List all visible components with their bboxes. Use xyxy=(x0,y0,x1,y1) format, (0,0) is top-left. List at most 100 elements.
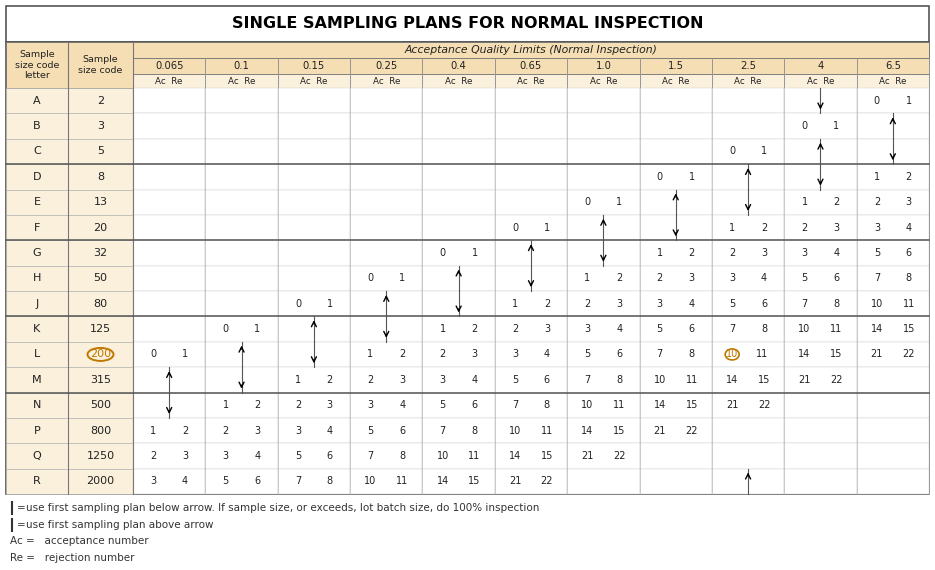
Text: 8: 8 xyxy=(761,324,767,334)
Text: 0: 0 xyxy=(729,146,735,156)
Text: 8: 8 xyxy=(833,299,840,309)
Bar xyxy=(856,240,929,266)
Bar xyxy=(278,88,350,113)
Bar xyxy=(6,418,68,443)
Text: 3: 3 xyxy=(761,248,767,258)
Text: 2: 2 xyxy=(151,451,156,461)
Bar xyxy=(350,393,423,418)
Text: 0: 0 xyxy=(295,299,301,309)
Text: 14: 14 xyxy=(582,426,594,435)
Bar xyxy=(133,139,206,164)
Bar xyxy=(206,164,278,189)
Text: 7: 7 xyxy=(367,451,373,461)
Bar xyxy=(495,139,568,164)
Bar xyxy=(568,88,640,113)
Text: 2: 2 xyxy=(471,324,478,334)
Bar xyxy=(206,316,278,342)
Text: 6: 6 xyxy=(471,400,478,410)
Bar xyxy=(278,215,350,240)
Text: 2: 2 xyxy=(833,197,840,207)
Bar xyxy=(278,418,350,443)
Bar xyxy=(568,291,640,316)
Bar xyxy=(784,88,856,113)
Bar xyxy=(6,367,68,393)
Bar xyxy=(568,469,640,494)
Text: 5: 5 xyxy=(439,400,446,410)
Text: 6: 6 xyxy=(833,273,840,283)
Bar xyxy=(784,113,856,139)
Text: 0: 0 xyxy=(151,349,156,360)
Bar xyxy=(495,291,568,316)
Bar xyxy=(856,88,929,113)
Text: 3: 3 xyxy=(801,248,808,258)
Bar xyxy=(640,342,712,367)
Bar xyxy=(68,164,133,189)
Bar xyxy=(640,393,712,418)
Bar xyxy=(6,291,68,316)
Bar xyxy=(206,215,278,240)
Text: 6: 6 xyxy=(906,248,912,258)
Text: 15: 15 xyxy=(685,400,698,410)
Text: 0.065: 0.065 xyxy=(155,61,183,71)
Text: 5: 5 xyxy=(97,146,104,156)
Bar xyxy=(133,215,206,240)
Bar xyxy=(568,139,640,164)
Bar xyxy=(856,469,929,494)
Text: 6: 6 xyxy=(399,426,405,435)
Bar xyxy=(68,113,133,139)
Text: Ac  Re: Ac Re xyxy=(517,76,545,86)
Text: 2: 2 xyxy=(326,375,333,385)
Text: Ac =   acceptance number: Ac = acceptance number xyxy=(10,536,149,546)
Text: 21: 21 xyxy=(870,349,883,360)
Bar xyxy=(350,113,423,139)
Text: 10: 10 xyxy=(726,349,739,360)
Text: 3: 3 xyxy=(399,375,405,385)
Text: 11: 11 xyxy=(396,477,409,486)
Bar xyxy=(640,215,712,240)
Text: 0: 0 xyxy=(367,273,373,283)
Text: 11: 11 xyxy=(830,324,842,334)
Bar xyxy=(784,316,856,342)
Text: =: = xyxy=(17,520,26,530)
Text: 14: 14 xyxy=(509,451,521,461)
Bar xyxy=(784,342,856,367)
Bar xyxy=(784,443,856,469)
Text: 3: 3 xyxy=(223,451,229,461)
Text: 22: 22 xyxy=(757,400,770,410)
Bar xyxy=(495,113,568,139)
Bar xyxy=(133,164,206,189)
Text: 1: 1 xyxy=(833,121,840,131)
Text: 2: 2 xyxy=(906,172,912,182)
Bar xyxy=(495,88,568,113)
Text: use first sampling plan below arrow. If sample size, or exceeds, lot batch size,: use first sampling plan below arrow. If … xyxy=(26,503,539,513)
Bar xyxy=(133,88,206,113)
Text: 0: 0 xyxy=(656,172,663,182)
Bar xyxy=(495,74,568,88)
Text: 500: 500 xyxy=(90,400,111,410)
Text: 8: 8 xyxy=(471,426,478,435)
Bar xyxy=(133,443,206,469)
Text: 22: 22 xyxy=(902,349,915,360)
Bar xyxy=(495,58,568,74)
Bar xyxy=(856,113,929,139)
Text: 4: 4 xyxy=(399,400,405,410)
Bar xyxy=(423,189,495,215)
Bar xyxy=(423,58,495,74)
Text: 4: 4 xyxy=(616,324,623,334)
Text: 7: 7 xyxy=(295,477,301,486)
Bar xyxy=(133,316,206,342)
Bar xyxy=(495,215,568,240)
Text: 2: 2 xyxy=(874,197,880,207)
Text: 7: 7 xyxy=(729,324,735,334)
Bar xyxy=(784,418,856,443)
Bar xyxy=(68,291,133,316)
Bar xyxy=(495,164,568,189)
Text: 2: 2 xyxy=(801,222,808,233)
Text: 1250: 1250 xyxy=(86,451,115,461)
Text: 4: 4 xyxy=(906,222,912,233)
Text: K: K xyxy=(34,324,40,334)
Text: 1: 1 xyxy=(906,96,912,105)
Text: 14: 14 xyxy=(870,324,883,334)
Bar xyxy=(68,139,133,164)
Bar xyxy=(423,291,495,316)
